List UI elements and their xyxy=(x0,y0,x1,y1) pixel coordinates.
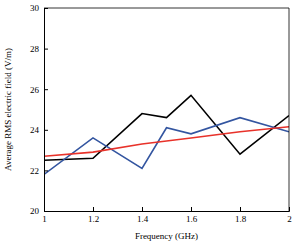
y-axis-title: Average RMS electric field (V/m) xyxy=(3,48,13,171)
x-tick-label: 1 xyxy=(42,214,47,224)
x-tick-label: 1.8 xyxy=(235,214,247,224)
x-tick: 1.6 xyxy=(186,207,198,224)
y-axis: 20 22 24 26 28 30 xyxy=(30,3,48,216)
x-tick: 1.8 xyxy=(235,207,247,224)
x-tick-mark xyxy=(289,207,290,211)
x-tick: 2 xyxy=(287,207,292,224)
x-axis-line xyxy=(45,207,290,212)
y-tick: 24 xyxy=(30,125,48,135)
y-tick: 20 xyxy=(30,206,48,216)
x-tick-label: 1.4 xyxy=(137,214,149,224)
y-tick-mark xyxy=(44,49,48,50)
x-tick: 1.4 xyxy=(137,207,149,224)
y-tick-label: 26 xyxy=(30,85,40,95)
y-tick-label: 22 xyxy=(30,166,39,176)
y-tick-label: 24 xyxy=(30,125,40,135)
x-tick-mark xyxy=(142,207,143,211)
y-tick-mark xyxy=(44,170,48,171)
y-tick-mark xyxy=(44,130,48,131)
y-tick: 30 xyxy=(30,3,48,13)
y-tick-mark xyxy=(44,8,48,9)
y-tick: 28 xyxy=(30,44,48,54)
series-line xyxy=(44,127,289,156)
y-tick: 26 xyxy=(30,85,48,95)
y-axis-line xyxy=(45,9,49,212)
series-line xyxy=(44,118,289,175)
y-tick-mark xyxy=(44,211,48,212)
plot: 1 1.2 1.4 1.6 1.8 2 20 22 24 26 28 30 xyxy=(30,3,292,224)
lines xyxy=(44,95,289,174)
x-tick: 1.2 xyxy=(88,207,99,224)
y-tick-label: 28 xyxy=(30,44,40,54)
y-tick: 22 xyxy=(30,166,48,176)
x-axis-title: Frequency (GHz) xyxy=(135,231,198,241)
x-axis: 1 1.2 1.4 1.6 1.8 2 xyxy=(42,207,292,224)
y-tick-mark xyxy=(44,89,48,90)
y-tick-label: 30 xyxy=(30,3,40,13)
x-tick-mark xyxy=(93,207,94,211)
x-tick-label: 1.6 xyxy=(186,214,198,224)
frame xyxy=(289,8,290,211)
chart: 1 1.2 1.4 1.6 1.8 2 20 22 24 26 28 30 Frequency (GHz… xyxy=(0,0,300,245)
x-tick-mark xyxy=(240,207,241,211)
x-tick-label: 1.2 xyxy=(88,214,99,224)
x-tick-mark xyxy=(191,207,192,211)
frame xyxy=(44,8,289,9)
y-tick-label: 20 xyxy=(30,206,40,216)
x-tick-label: 2 xyxy=(287,214,292,224)
